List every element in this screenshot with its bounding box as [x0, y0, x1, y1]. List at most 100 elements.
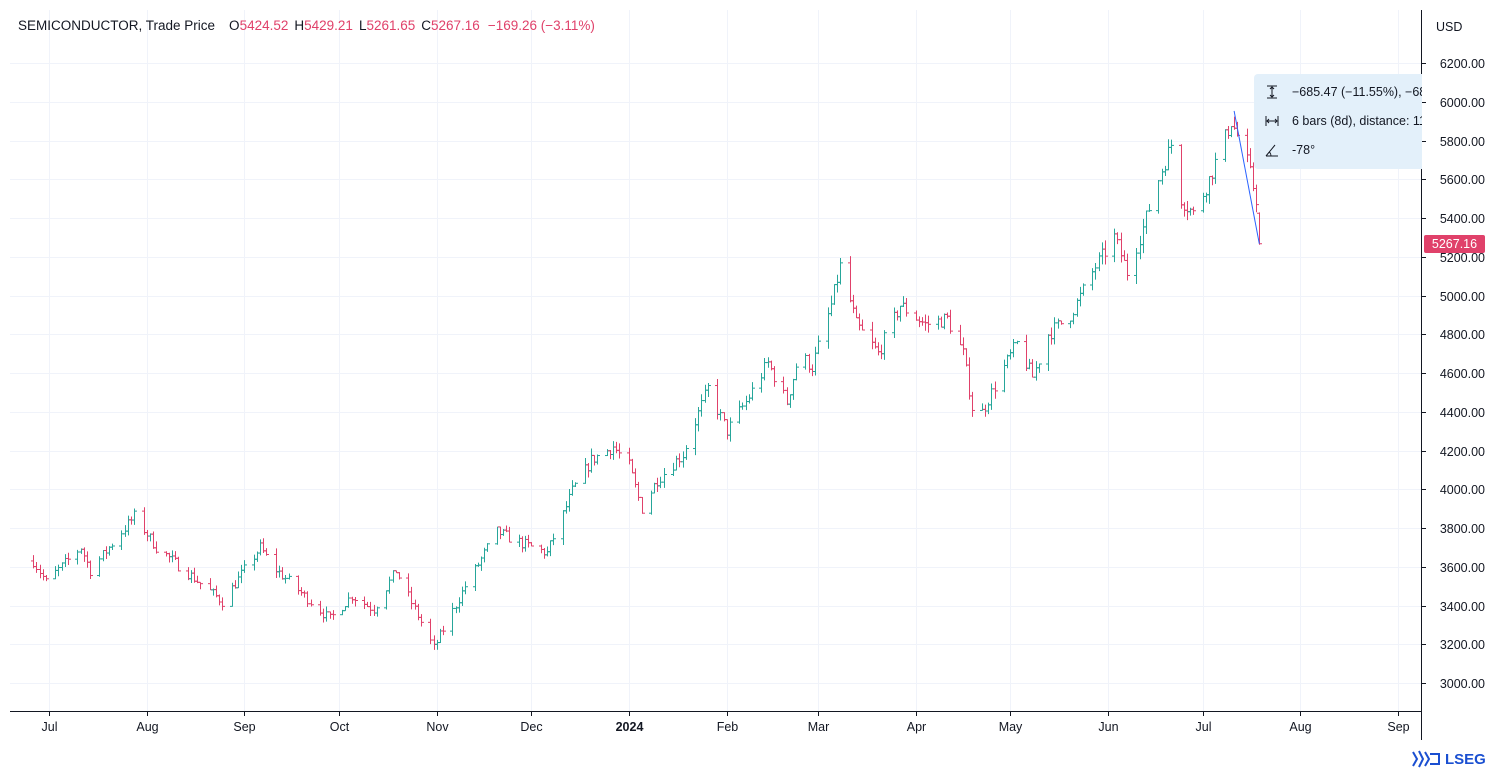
- close-value: 5267.16: [431, 18, 480, 33]
- price-tick-label: 5000.00: [1440, 290, 1485, 304]
- ohlc-bar: [570, 480, 575, 496]
- ohlc-bar: [835, 274, 840, 293]
- change-value: −169.26 (−3.11%): [487, 18, 595, 33]
- ohlc-bar: [1248, 148, 1253, 169]
- ohlc-bar: [264, 548, 269, 556]
- ohlc-bar: [529, 542, 534, 547]
- ohlc-bar: [1229, 126, 1234, 138]
- ohlc-bar: [961, 337, 966, 356]
- ohlc-bar: [274, 548, 279, 578]
- ohlc-bar: [829, 295, 834, 317]
- ohlc-bar: [350, 596, 355, 604]
- open-key: O: [229, 18, 240, 33]
- ohlc-bar: [945, 312, 950, 319]
- ohlc-bar: [750, 382, 755, 401]
- ohlc-bar: [1011, 338, 1016, 358]
- brand-logo[interactable]: LSEG: [1412, 750, 1486, 768]
- price-range-icon: [1267, 85, 1277, 99]
- ohlc-bar: [781, 376, 786, 394]
- price-tick-label: 3800.00: [1440, 522, 1485, 536]
- symbol-title: SEMICONDUCTOR, Trade Price: [18, 18, 216, 33]
- ohlc-bar: [346, 592, 351, 608]
- ohlc-bar: [772, 366, 777, 387]
- ohlc-bar: [684, 445, 689, 460]
- time-tick-label: Mar: [808, 720, 830, 734]
- ohlc-bar: [1160, 168, 1165, 185]
- ohlc-bar: [542, 548, 547, 559]
- ohlc-bar: [460, 586, 465, 606]
- time-tick-label: Apr: [907, 720, 926, 734]
- ohlc-bar: [1097, 252, 1102, 272]
- ohlc-bar: [189, 570, 194, 583]
- ohlc-bar: [967, 357, 972, 400]
- tooltip-angle: -78°: [1292, 143, 1316, 157]
- time-axis[interactable]: Jul Aug Sep Oct Nov Dec 2024 Feb Mar Apr May Jun Jul…: [42, 711, 1410, 734]
- ohlc-bar: [762, 357, 767, 381]
- ohlc-bar: [397, 572, 402, 580]
- ohlc-bar: [898, 305, 903, 322]
- ohlc-bar: [101, 549, 106, 562]
- ohlc-bar: [1245, 128, 1250, 163]
- ohlc-bar: [699, 394, 704, 417]
- ohlc-bar: [671, 462, 676, 476]
- ohlc-bar: [463, 581, 468, 595]
- ohlc-bar: [838, 257, 843, 285]
- ohlc-bar: [441, 625, 446, 636]
- ohlc-bar: [926, 315, 931, 333]
- ohlc-bar: [807, 353, 812, 373]
- price-tick-label: 4200.00: [1440, 445, 1485, 459]
- ohlc-bar: [573, 482, 578, 488]
- ohlc-bar: [56, 564, 61, 577]
- angle-icon: [1265, 144, 1278, 157]
- ohlc-bar: [305, 591, 310, 608]
- ohlc-bar: [1201, 192, 1206, 213]
- ohlc-bar: [186, 567, 191, 581]
- ohlc-bar: [1144, 210, 1149, 234]
- price-tick-label: 3200.00: [1440, 638, 1485, 652]
- ohlc-bar: [176, 556, 181, 572]
- ohlc-bar: [586, 462, 591, 478]
- ohlc-bar: [851, 294, 856, 314]
- ohlc-bar: [989, 383, 994, 410]
- high-key: H: [294, 18, 305, 33]
- ohlc-bar: [942, 313, 947, 330]
- ohlc-bar: [785, 387, 790, 406]
- time-tick-label: Jul: [1196, 720, 1212, 734]
- ohlc-bar: [652, 482, 657, 494]
- ohlc-bar: [567, 489, 572, 512]
- ohlc-bar: [725, 419, 730, 440]
- ohlc-bar: [1204, 192, 1209, 203]
- ohlc-bar: [848, 256, 853, 303]
- ohlc-bar: [747, 394, 752, 404]
- ohlc-bar: [920, 317, 925, 326]
- price-tick-label: 3400.00: [1440, 600, 1485, 614]
- price-tick-label: 5600.00: [1440, 173, 1485, 187]
- ohlc-bar: [715, 379, 720, 420]
- ohlc-bar: [44, 574, 49, 582]
- ohlc-bar: [151, 531, 156, 549]
- close-key: C: [421, 18, 432, 33]
- ohlc-bar: [810, 364, 815, 377]
- ohlc-bar: [1059, 320, 1064, 325]
- ohlc-bars: [31, 116, 1262, 650]
- currency-label[interactable]: USD: [1436, 20, 1463, 34]
- price-axis[interactable]: 3000.00 3200.00 3400.00 3600.00 3800.00 4000.…: [1421, 57, 1485, 691]
- tooltip-price-row: −685.47 (−11.55%), −68,547: [1264, 84, 1422, 100]
- ohlc-bar: [1037, 363, 1042, 373]
- ohlc-bar: [252, 554, 257, 571]
- ohlc-bar: [728, 417, 733, 442]
- ohlc-bar: [302, 590, 307, 598]
- ohlc-bar: [132, 508, 137, 525]
- ohlc-bar: [217, 594, 222, 606]
- ohlc-bar: [611, 441, 616, 460]
- ohlc-bar: [1027, 358, 1032, 370]
- measure-line[interactable]: [1233, 110, 1260, 244]
- ohlc-bar: [662, 468, 667, 488]
- ohlc-bar: [548, 540, 553, 557]
- ohlc-bar: [693, 418, 698, 456]
- ohlc-bar: [718, 409, 723, 421]
- ohlc-bar: [813, 346, 818, 376]
- ohlc-bar: [766, 357, 771, 368]
- ohlc-bar: [236, 571, 241, 589]
